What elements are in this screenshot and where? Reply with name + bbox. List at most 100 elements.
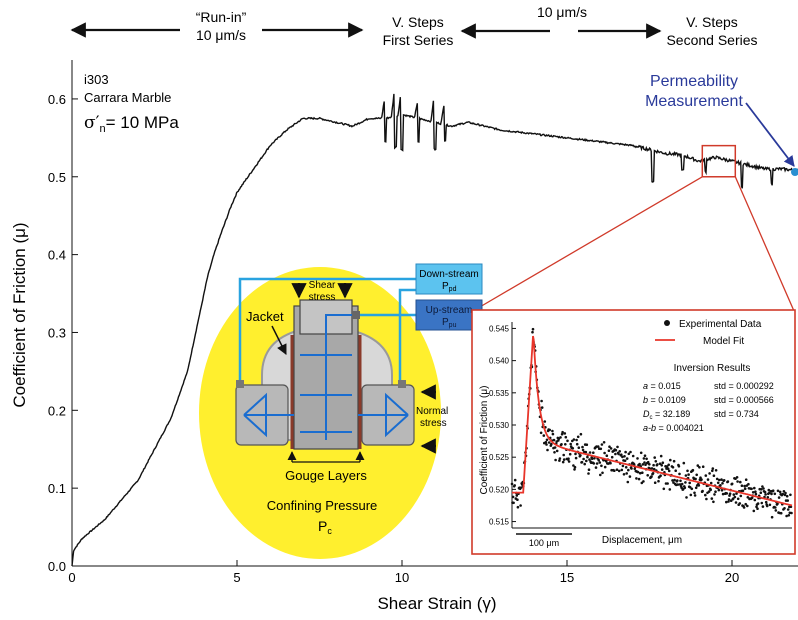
inset-data-point [721, 482, 724, 485]
inset-data-point [544, 440, 548, 444]
right-loop-line [398, 288, 420, 383]
inset-data-point [782, 490, 786, 493]
inset-data-point [762, 487, 765, 490]
y-tick-label: 0.2 [48, 403, 66, 418]
x-ticks: 0 5 10 15 20 [68, 560, 739, 585]
inset-data-point [632, 463, 636, 466]
main-axes: 0.0 0.1 0.2 0.3 0.4 0.5 0.6 0 5 10 15 20 Coefficie… [10, 60, 798, 613]
sample-normal-stress: σ′n= 10 MPa [84, 113, 179, 135]
inset-data-point [592, 462, 596, 465]
inset-data-point [652, 467, 656, 471]
downstream-label: Down-stream [419, 269, 478, 280]
normal-label-1: Normal [416, 406, 448, 417]
inset-data-point [763, 490, 767, 494]
inset-data-point [641, 471, 644, 475]
result-b: b = 0.0109 [643, 395, 686, 405]
inset-data-point [711, 469, 714, 473]
inset-data-point [722, 479, 726, 482]
inset-data-point [714, 469, 718, 472]
inset-data-point [683, 486, 687, 490]
inset-x-label: Displacement, μm [602, 535, 682, 546]
legend-fit-label: Model Fit [703, 336, 744, 347]
inset-data-point [743, 484, 746, 488]
inset-y-ticks: 0.545 0.540 0.535 0.530 0.525 0.520 0.515 [489, 324, 516, 527]
inset-data-point [590, 457, 594, 461]
inset-data-point [700, 478, 703, 481]
results-title: Inversion Results [674, 363, 751, 374]
inset-data-point [770, 515, 774, 519]
inset-data-point [659, 474, 662, 478]
inset-data-point [728, 492, 732, 496]
inset-data-point [730, 482, 734, 486]
inset-data-point [742, 506, 746, 509]
inset-data-point [628, 475, 632, 478]
inset-data-point [719, 484, 722, 487]
inset-data-point [631, 454, 635, 458]
inset-data-point [650, 475, 653, 478]
inset-data-point [759, 491, 763, 495]
inset-data-point [610, 455, 614, 459]
inset-data-point [717, 488, 721, 492]
inset-data-point [754, 490, 757, 494]
inset-data-point [617, 452, 620, 456]
inset-data-point [766, 496, 770, 499]
pc-symbol: P [318, 518, 327, 534]
shear-label-2: stress [309, 292, 336, 303]
inset-data-point [635, 477, 638, 480]
inset-data-point [687, 473, 690, 476]
permeability-arrow [745, 102, 795, 167]
inset-data-point [594, 466, 598, 469]
inset-data-point [689, 493, 693, 497]
inset-data-point [545, 438, 549, 442]
inset-data-point [704, 493, 707, 497]
inset-data-point [665, 465, 669, 468]
inset-data-point [559, 436, 562, 439]
inset-data-point [712, 474, 716, 478]
inset-data-point [519, 504, 522, 507]
inset-data-point [638, 471, 642, 475]
inset-data-point [630, 467, 633, 470]
inset-data-point [739, 480, 742, 484]
inset-data-point [680, 486, 683, 490]
inset-data-point [579, 454, 582, 457]
inset-data-point [567, 460, 571, 463]
inset-data-point [653, 481, 657, 485]
inset-data-point [657, 479, 660, 483]
inset-data-point [676, 479, 679, 482]
inset-data-point [733, 495, 737, 499]
inset-data-point [642, 457, 646, 460]
inset-data-point [694, 477, 697, 481]
inset-data-point [725, 492, 729, 495]
inset-data-point [764, 493, 767, 496]
upstream-box [415, 299, 483, 331]
inset-data-point [652, 463, 655, 467]
inset-data-point [625, 472, 628, 475]
inset-data-point [648, 463, 651, 466]
inset-data-point [661, 461, 665, 465]
inset-data-point [696, 464, 700, 467]
inset-data-point [571, 447, 575, 450]
inset-data-point [618, 450, 621, 453]
inset-data-point [546, 448, 549, 452]
inset-data-point [513, 484, 516, 487]
downstream-box [415, 263, 483, 295]
inset-data-point [605, 454, 609, 458]
inset-data-point [613, 469, 616, 473]
inset-data-point [682, 461, 686, 465]
inset-data-point [629, 450, 632, 454]
inset-data-point [573, 465, 577, 469]
inset-data-point [669, 458, 672, 462]
inset-data-point [636, 470, 640, 474]
inset-data-point [572, 464, 575, 467]
inset-y-label: Coefficient of Friction (μ) [479, 386, 490, 495]
inset-data-point [676, 483, 680, 486]
phase-vsteps2-line1: V. Steps [686, 14, 738, 30]
inset-data-point [564, 443, 567, 446]
pc-label: Pc [318, 518, 332, 536]
inset-data-point [622, 473, 626, 476]
inset-data-point [567, 457, 570, 461]
inset-data-point [680, 482, 684, 486]
inset-data-point [616, 445, 619, 449]
